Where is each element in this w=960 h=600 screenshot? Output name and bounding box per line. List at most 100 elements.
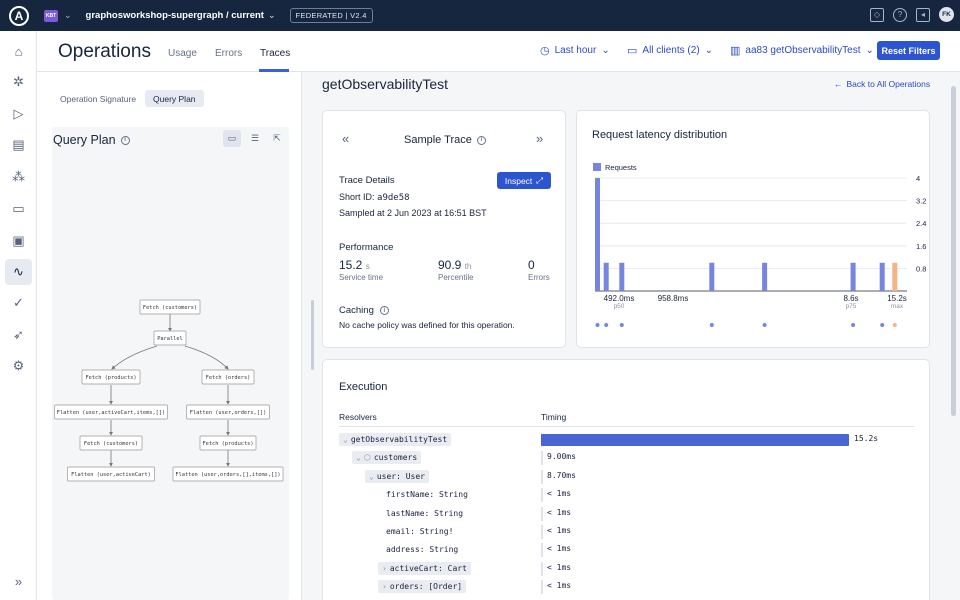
sample-trace-card: « » Sample Trace i Trace Details Short I… bbox=[322, 110, 566, 348]
left-panel: Operation Signature Query Plan Query Pla… bbox=[37, 72, 302, 600]
query-plan-node[interactable]: Fetch (products) bbox=[199, 435, 257, 451]
chevron-down-icon[interactable]: ⌄ bbox=[369, 471, 374, 481]
latency-bar[interactable] bbox=[762, 262, 768, 291]
chevron-right-icon[interactable]: › bbox=[382, 582, 387, 592]
latency-bar[interactable] bbox=[892, 262, 898, 291]
legend: Requests bbox=[593, 163, 637, 172]
avatar[interactable]: FK bbox=[939, 7, 954, 22]
trace-dot[interactable] bbox=[709, 323, 714, 327]
resolver-name[interactable]: › orders: [Order] bbox=[378, 580, 467, 594]
query-plan-node[interactable]: Fetch (orders) bbox=[201, 369, 255, 385]
timing-track bbox=[541, 506, 543, 521]
explorer-icon[interactable]: ▷ bbox=[13, 106, 24, 121]
resolver-row[interactable]: › orders: [Order] < 1ms bbox=[323, 578, 931, 596]
changelog-icon[interactable]: ▭ bbox=[12, 201, 25, 216]
help-icon[interactable]: ? bbox=[893, 7, 907, 22]
trace-dot[interactable] bbox=[880, 323, 885, 327]
percentile-marker-label: p50 bbox=[614, 303, 625, 310]
tab-traces[interactable]: Traces bbox=[260, 48, 291, 59]
resolver-row[interactable]: email: String! < 1ms bbox=[323, 523, 931, 541]
previous-trace-icon[interactable]: « bbox=[342, 131, 350, 146]
info-icon[interactable]: i bbox=[476, 135, 486, 145]
percentile-marker-label: p75 bbox=[846, 303, 857, 310]
latency-bar[interactable] bbox=[709, 262, 715, 291]
latency-bar[interactable] bbox=[619, 262, 625, 291]
resolver-row[interactable]: lastName: String < 1ms bbox=[323, 505, 931, 523]
megaphone-icon[interactable]: ◂ bbox=[916, 7, 930, 22]
graduation-cap-icon[interactable]: ◇ bbox=[870, 7, 884, 22]
resolver-row[interactable]: address: String < 1ms bbox=[323, 541, 931, 559]
resolver-row[interactable]: firstName: String < 1ms bbox=[323, 486, 931, 504]
schema-icon[interactable]: ✲ bbox=[13, 74, 24, 89]
latency-bar[interactable] bbox=[595, 178, 600, 291]
panel-resize-handle[interactable] bbox=[311, 300, 314, 370]
latency-bar[interactable] bbox=[850, 262, 856, 291]
query-plan-node[interactable]: Flatten (user,orders,[],items,[]) bbox=[172, 466, 284, 482]
apollo-logo[interactable]: A bbox=[0, 0, 38, 31]
trace-dot[interactable] bbox=[762, 323, 767, 327]
latency-bar[interactable] bbox=[603, 262, 609, 291]
org-badge[interactable]: KBT bbox=[44, 9, 58, 22]
resolver-row[interactable]: ⌄ getObservabilityTest 15.2s bbox=[323, 431, 931, 449]
timing-value: 15.2s bbox=[854, 434, 879, 443]
latency-bar[interactable] bbox=[879, 262, 885, 291]
popout-icon[interactable]: ⇱ bbox=[273, 133, 281, 143]
chevron-down-icon[interactable]: ⌄ bbox=[267, 10, 276, 20]
settings-icon[interactable]: ⚙ bbox=[12, 358, 25, 373]
query-plan-node[interactable]: Flatten (user,orders,[]) bbox=[186, 404, 270, 420]
trace-dot[interactable] bbox=[595, 323, 600, 327]
info-icon[interactable]: i bbox=[379, 306, 389, 315]
reset-filters-button[interactable]: Reset Filters bbox=[877, 41, 940, 60]
query-plan-node[interactable]: Fetch (customers) bbox=[139, 299, 201, 315]
chevron-right-icon[interactable]: › bbox=[382, 563, 387, 573]
clients-filter[interactable]: ▭ All clients (2) ⌄ bbox=[627, 44, 713, 57]
home-icon[interactable]: ⌂ bbox=[14, 43, 23, 59]
subgraphs-icon[interactable]: ⁂ bbox=[12, 169, 25, 184]
percentile-label: Percentile bbox=[438, 273, 474, 282]
info-icon[interactable]: i bbox=[120, 135, 130, 145]
check-icon[interactable]: ✓ bbox=[13, 295, 24, 310]
query-plan-node[interactable]: Fetch (products) bbox=[81, 369, 141, 385]
text-view-icon[interactable]: ☰ bbox=[250, 133, 260, 143]
next-trace-icon[interactable]: » bbox=[536, 131, 544, 146]
resolver-name[interactable]: ⌄ getObservabilityTest bbox=[339, 433, 452, 446]
checks-icon[interactable]: ▤ bbox=[12, 137, 25, 152]
trace-dot[interactable] bbox=[604, 323, 609, 327]
trace-dot[interactable] bbox=[851, 323, 856, 327]
inspect-button[interactable]: Inspect ⤢ bbox=[497, 172, 551, 189]
resolver-name-text: activeCart: Cart bbox=[389, 563, 467, 573]
expand-nav-icon[interactable]: » bbox=[14, 573, 23, 589]
clients-icon[interactable]: ▣ bbox=[12, 233, 25, 248]
query-plan-node-label: Parallel bbox=[157, 336, 183, 342]
resolver-name-text: user: User bbox=[376, 471, 425, 481]
chevron-down-icon[interactable]: ⌄ bbox=[64, 10, 72, 20]
trace-dot[interactable] bbox=[619, 323, 624, 327]
back-to-operations-link[interactable]: ← Back to All Operations bbox=[834, 79, 930, 89]
time-filter[interactable]: ◷ Last hour ⌄ bbox=[540, 44, 610, 57]
query-plan-node[interactable]: Flatten (user,activeCart) bbox=[67, 466, 155, 482]
resolver-row[interactable]: ⌄ user: User 8.70ms bbox=[323, 468, 931, 486]
resolver-row[interactable]: › activeCart: Cart < 1ms bbox=[323, 560, 931, 578]
trace-dot[interactable] bbox=[892, 323, 897, 327]
y-tick-label: 3.2 bbox=[916, 197, 926, 206]
operations-icon[interactable]: ∿ bbox=[5, 259, 32, 285]
main-scrollbar[interactable] bbox=[951, 86, 956, 416]
resolver-name[interactable]: ⌄ ⬡ customers bbox=[352, 451, 422, 465]
query-plan-node[interactable]: Fetch (customers) bbox=[79, 435, 143, 451]
resolver-row[interactable]: ⌄ ⬡ customers 9.00ms bbox=[323, 449, 931, 467]
resolver-name[interactable]: › activeCart: Cart bbox=[378, 561, 471, 575]
tab-errors[interactable]: Errors bbox=[215, 48, 243, 59]
tab-usage[interactable]: Usage bbox=[168, 48, 197, 59]
launches-icon[interactable]: ➶ bbox=[13, 327, 24, 342]
y-tick-label: 0.8 bbox=[916, 264, 926, 273]
chevron-down-icon[interactable]: ⌄ bbox=[343, 435, 348, 444]
graph-selector[interactable]: graphosworkshop-supergraph / current bbox=[85, 10, 264, 21]
tab-query-plan[interactable]: Query Plan bbox=[145, 90, 204, 107]
tab-operation-signature[interactable]: Operation Signature bbox=[60, 93, 137, 104]
operation-filter[interactable]: ▥ aa83 getObservabilityTest ⌄ bbox=[730, 44, 874, 57]
query-plan-node[interactable]: Flatten (user,activeCart,items,[]) bbox=[54, 404, 168, 420]
resolver-name[interactable]: ⌄ user: User bbox=[365, 469, 429, 483]
chevron-down-icon[interactable]: ⌄ bbox=[356, 453, 361, 463]
chart-view-icon[interactable]: ▭ bbox=[223, 130, 241, 147]
query-plan-node[interactable]: Parallel bbox=[153, 330, 187, 346]
